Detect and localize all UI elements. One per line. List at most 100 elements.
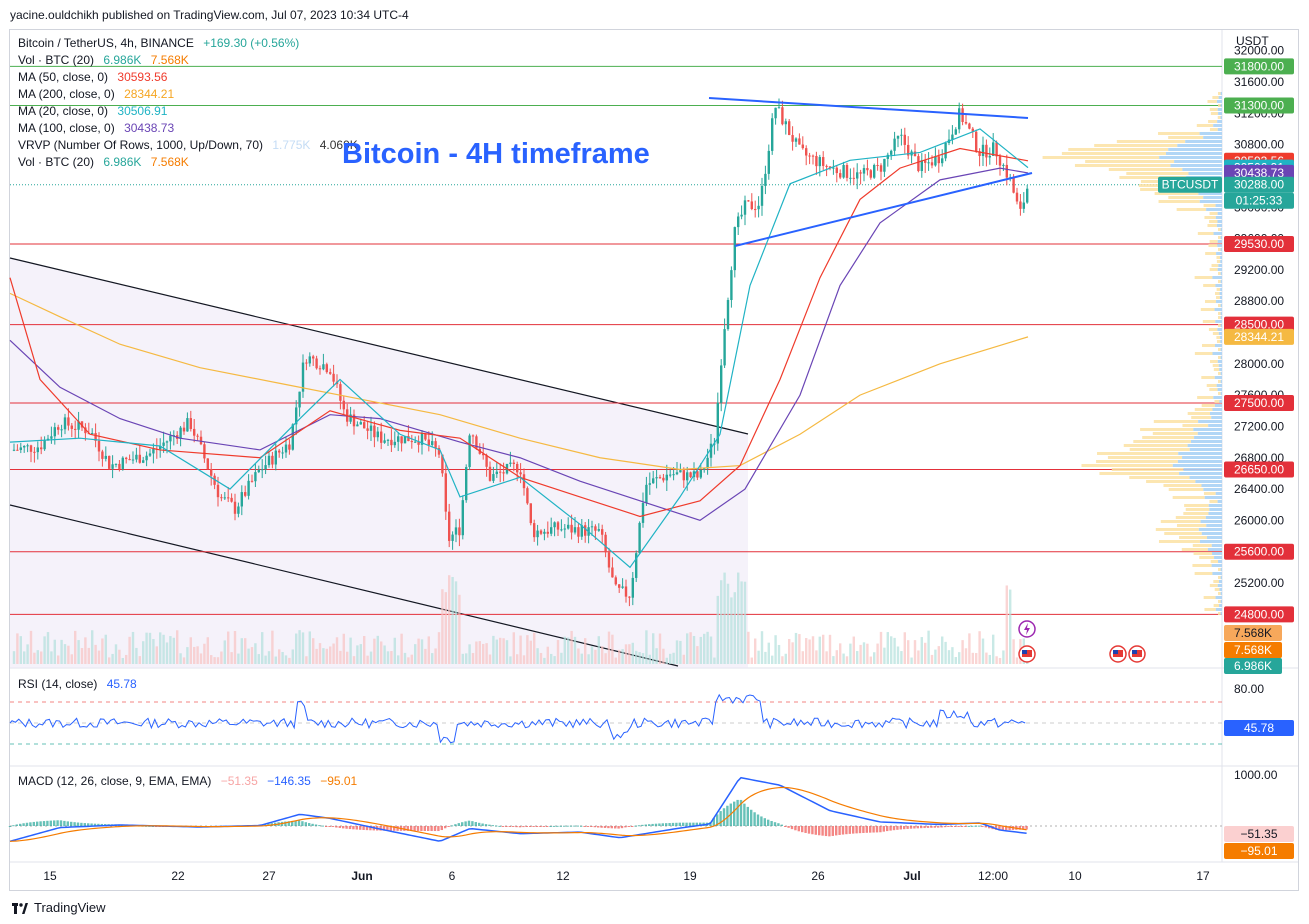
- volume-profile-bar: [1185, 508, 1210, 511]
- legend-ma50-row: MA (50, close, 0) 30593.56: [18, 70, 173, 84]
- macd-histogram-bar: [42, 821, 46, 826]
- macd-histogram-bar: [828, 826, 831, 837]
- macd-histogram-bar: [835, 826, 838, 836]
- volume-bar: [386, 651, 390, 664]
- macd-histogram-bar: [576, 825, 579, 827]
- volume-bar: [342, 633, 345, 664]
- triangle-upper-trendline: [708, 97, 1029, 119]
- time-tick-label: 12:00: [978, 869, 1008, 883]
- volume-profile-bar: [1209, 268, 1218, 271]
- volume-bar: [645, 630, 648, 664]
- candle-body: [907, 144, 910, 156]
- volume-bar: [968, 633, 971, 664]
- volume-profile-bar: [1216, 296, 1220, 299]
- volume-bar: [662, 648, 665, 664]
- volume-tag: [1224, 642, 1282, 658]
- candle-body: [431, 441, 434, 445]
- volume-bar: [767, 642, 770, 664]
- volume-bar: [903, 632, 906, 664]
- volume-bar: [624, 644, 628, 664]
- volume-profile-bar: [1179, 472, 1222, 475]
- macd-histogram-bar: [294, 820, 297, 826]
- candle-body: [12, 449, 16, 451]
- volume-profile-bar: [1217, 388, 1222, 391]
- candle-body: [403, 436, 407, 444]
- legend-vrvp-v2: 4.069K: [319, 138, 358, 152]
- macd-histogram-bar: [790, 826, 794, 830]
- rsi-label: RSI (14, close): [18, 677, 98, 691]
- candle-body: [495, 471, 498, 475]
- candle-body: [784, 121, 787, 125]
- macd-histogram-bar: [1018, 826, 1021, 830]
- legend-ma100-row: MA (100, close, 0) 30438.73: [18, 121, 180, 135]
- volume-bar: [652, 633, 655, 664]
- macd-histogram-bar: [750, 809, 753, 826]
- volume-bar: [791, 642, 794, 664]
- volume-profile-bar: [1165, 152, 1222, 155]
- volume-bar: [363, 635, 366, 664]
- volume-profile-bar: [1220, 348, 1222, 351]
- volume-bar: [478, 641, 481, 664]
- candle-body: [325, 364, 328, 373]
- candle-body: [519, 472, 522, 475]
- macd-histogram-bar: [369, 826, 372, 831]
- candle-body: [329, 372, 332, 374]
- macd-histogram-bar: [291, 820, 294, 826]
- volume-bar: [60, 639, 63, 664]
- macd-hist-value: −51.35: [220, 774, 258, 788]
- volume-bar: [250, 647, 254, 664]
- macd-histogram-bar: [984, 826, 987, 828]
- volume-profile-bar: [1220, 576, 1222, 579]
- channel-lower-line: [9, 504, 679, 667]
- legend-ma200-row: MA (200, close, 0) 28344.21: [18, 87, 180, 101]
- chart-title-annotation[interactable]: Bitcoin - 4H timeframe: [342, 138, 650, 170]
- volume-profile-bar: [1220, 600, 1222, 603]
- candle-body: [165, 441, 169, 443]
- volume-bar: [689, 632, 692, 664]
- volume-profile-bar: [1211, 416, 1222, 419]
- volume-profile-bar: [1177, 144, 1222, 147]
- price-tag: [1224, 394, 1294, 411]
- volume-bar: [121, 657, 124, 664]
- volume-profile-bar: [1211, 264, 1219, 267]
- candle-body: [852, 177, 855, 179]
- volume-bar: [839, 643, 842, 664]
- volume-bar: [12, 651, 16, 664]
- volume-bar: [757, 650, 760, 664]
- candle-body: [594, 526, 597, 531]
- volume-bar: [954, 657, 957, 664]
- volume-bar: [553, 656, 556, 664]
- volume-bar: [434, 648, 437, 664]
- volume-bar: [777, 644, 781, 664]
- time-tick-label: Jun: [351, 869, 372, 883]
- macd-histogram-bar: [342, 826, 345, 829]
- volume-profile-bar: [1153, 420, 1199, 423]
- candle-body: [196, 435, 199, 437]
- candle-body: [723, 329, 726, 366]
- volume-bar: [573, 636, 577, 664]
- macd-histogram-bar: [821, 826, 824, 836]
- price-tick-label: 29200.00: [1234, 263, 1284, 277]
- volume-bar: [118, 649, 121, 664]
- candle-body: [244, 492, 247, 496]
- macd-macd-value: −146.35: [267, 774, 311, 788]
- macd-histogram-bar: [780, 824, 783, 826]
- volume-profile-bar: [1187, 444, 1222, 447]
- macd-histogram-bar: [284, 821, 287, 826]
- candle-body: [577, 527, 580, 537]
- volume-bar: [380, 641, 383, 664]
- macd-histogram-bar: [529, 826, 532, 827]
- candle-body: [502, 472, 505, 474]
- volume-profile-bar: [1203, 488, 1222, 491]
- volume-profile-bar: [1213, 232, 1222, 235]
- candle-body: [250, 480, 254, 482]
- volume-profile-bar: [1220, 612, 1222, 615]
- volume-bar: [220, 651, 223, 664]
- volume-bar: [278, 649, 281, 664]
- candle-body: [808, 155, 811, 157]
- volume-bar: [546, 646, 549, 664]
- candle-body: [1012, 177, 1015, 193]
- candle-body: [485, 455, 488, 467]
- price-tag-label: 30438.73: [1234, 166, 1284, 180]
